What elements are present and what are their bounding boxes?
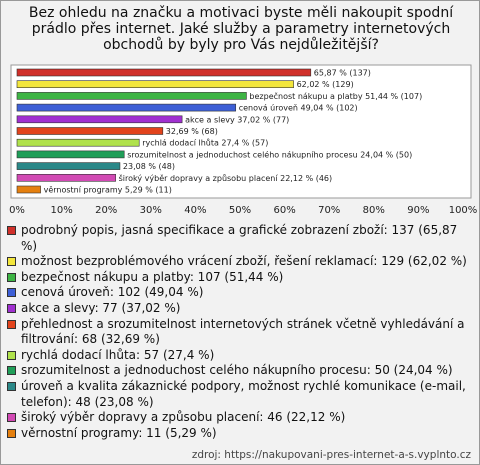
bar (16, 138, 140, 147)
bar (16, 185, 41, 194)
bar (16, 127, 164, 135)
value-label: věrnostní programy 5,29 % (11) (44, 186, 172, 195)
x-tick-label: 0% (9, 205, 25, 216)
legend: podrobný popis, jasná specifikace a graf… (7, 223, 473, 441)
legend-label: široký výběr dopravy a způsobu placení: … (21, 410, 346, 425)
bar (16, 92, 247, 100)
x-tick-label: 50% (229, 205, 251, 216)
legend-item: cenová úroveň: 102 (49,04 %) (7, 285, 473, 301)
x-tick-label: 90% (407, 205, 429, 216)
x-tick-label: 80% (363, 205, 385, 216)
legend-item: možnost bezproblémového vrácení zboží, ř… (7, 254, 473, 270)
legend-label: rychlá dodací lhůta: 57 (27,4 %) (21, 347, 215, 362)
value-label: srozumitelnost a jednoduchost celého nák… (127, 149, 412, 159)
legend-swatch (7, 288, 16, 298)
x-tick-label: 10% (50, 205, 72, 216)
x-tick-label: 20% (95, 205, 117, 216)
source: zdroj: https://nakupovani-pres-internet-… (191, 449, 471, 461)
legend-item: rychlá dodací lhůta: 57 (27,4 %) (7, 348, 473, 364)
value-label: 62,02 % (129) (297, 80, 354, 89)
legend-label: podrobný popis, jasná specifikace a graf… (21, 223, 458, 253)
legend-item: věrnostní programy: 11 (5,29 %) (7, 426, 473, 442)
legend-swatch (7, 272, 16, 282)
chart-title: Bez ohledu na značku a motivaci byste mě… (28, 5, 454, 53)
bar (16, 103, 237, 112)
legend-label: možnost bezproblémového vrácení zboží, ř… (21, 254, 467, 269)
value-label: cenová úroveň 49,04 % (102) (239, 103, 358, 113)
bar (16, 115, 183, 124)
legend-swatch (7, 257, 16, 267)
legend-label: srozumitelnost a jednoduchost celého nák… (21, 363, 453, 378)
legend-item: úroveň a kvalita zákaznické podpory, mož… (7, 379, 473, 410)
x-tick-label: 40% (184, 205, 206, 216)
legend-swatch (7, 413, 16, 423)
legend-item: přehlednost a srozumitelnost internetový… (7, 317, 473, 348)
value-label: široký výběr dopravy a způsobu placení 2… (119, 173, 333, 183)
x-tick-label: 60% (273, 205, 295, 216)
legend-label: cenová úroveň: 102 (49,04 %) (21, 285, 204, 300)
x-tick-label: 30% (140, 205, 162, 216)
legend-item: široký výběr dopravy a způsobu placení: … (7, 410, 473, 426)
legend-label: přehlednost a srozumitelnost internetový… (21, 316, 465, 347)
legend-item: podrobný popis, jasná specifikace a graf… (7, 223, 473, 254)
legend-swatch (7, 350, 16, 360)
legend-swatch (7, 303, 16, 313)
legend-item: srozumitelnost a jednoduchost celého nák… (7, 363, 473, 379)
bar (16, 162, 121, 170)
bar (16, 150, 125, 159)
value-label: akce a slevy 37,02 % (77) (185, 115, 289, 124)
value-label: 65,87 % (137) (314, 69, 371, 78)
bar (16, 80, 294, 89)
legend-item: bezpečnost nákupu a platby: 107 (51,44 %… (7, 270, 473, 286)
plot: 0% 10% 20% 30% 40% 50% 60% 70% 80% 90% 100% 65,87 %… (9, 64, 478, 216)
legend-label: bezpečnost nákupu a platby: 107 (51,44 %… (21, 269, 284, 284)
legend-swatch (7, 319, 16, 329)
bar (16, 68, 312, 77)
legend-item: akce a slevy: 77 (37,02 %) (7, 301, 473, 317)
legend-swatch (7, 366, 16, 376)
legend-swatch (7, 226, 16, 235)
legend-label: úroveň a kvalita zákaznické podpory, mož… (21, 378, 466, 409)
value-label: bezpečnost nákupu a platby 51,44 % (107) (249, 91, 422, 101)
x-tick-label: 70% (318, 205, 340, 216)
legend-label: akce a slevy: 77 (37,02 %) (21, 300, 181, 315)
value-label: rychlá dodací lhůta 27,4 % (57) (142, 138, 268, 148)
legend-swatch (7, 381, 16, 391)
x-tick-label: 100% (449, 205, 478, 216)
legend-swatch (7, 428, 16, 438)
bar (16, 174, 116, 182)
legend-label: věrnostní programy: 11 (5,29 %) (21, 425, 217, 440)
value-label: 23,08 % (48) (123, 162, 175, 171)
value-label: 32,69 % (68) (166, 127, 218, 136)
